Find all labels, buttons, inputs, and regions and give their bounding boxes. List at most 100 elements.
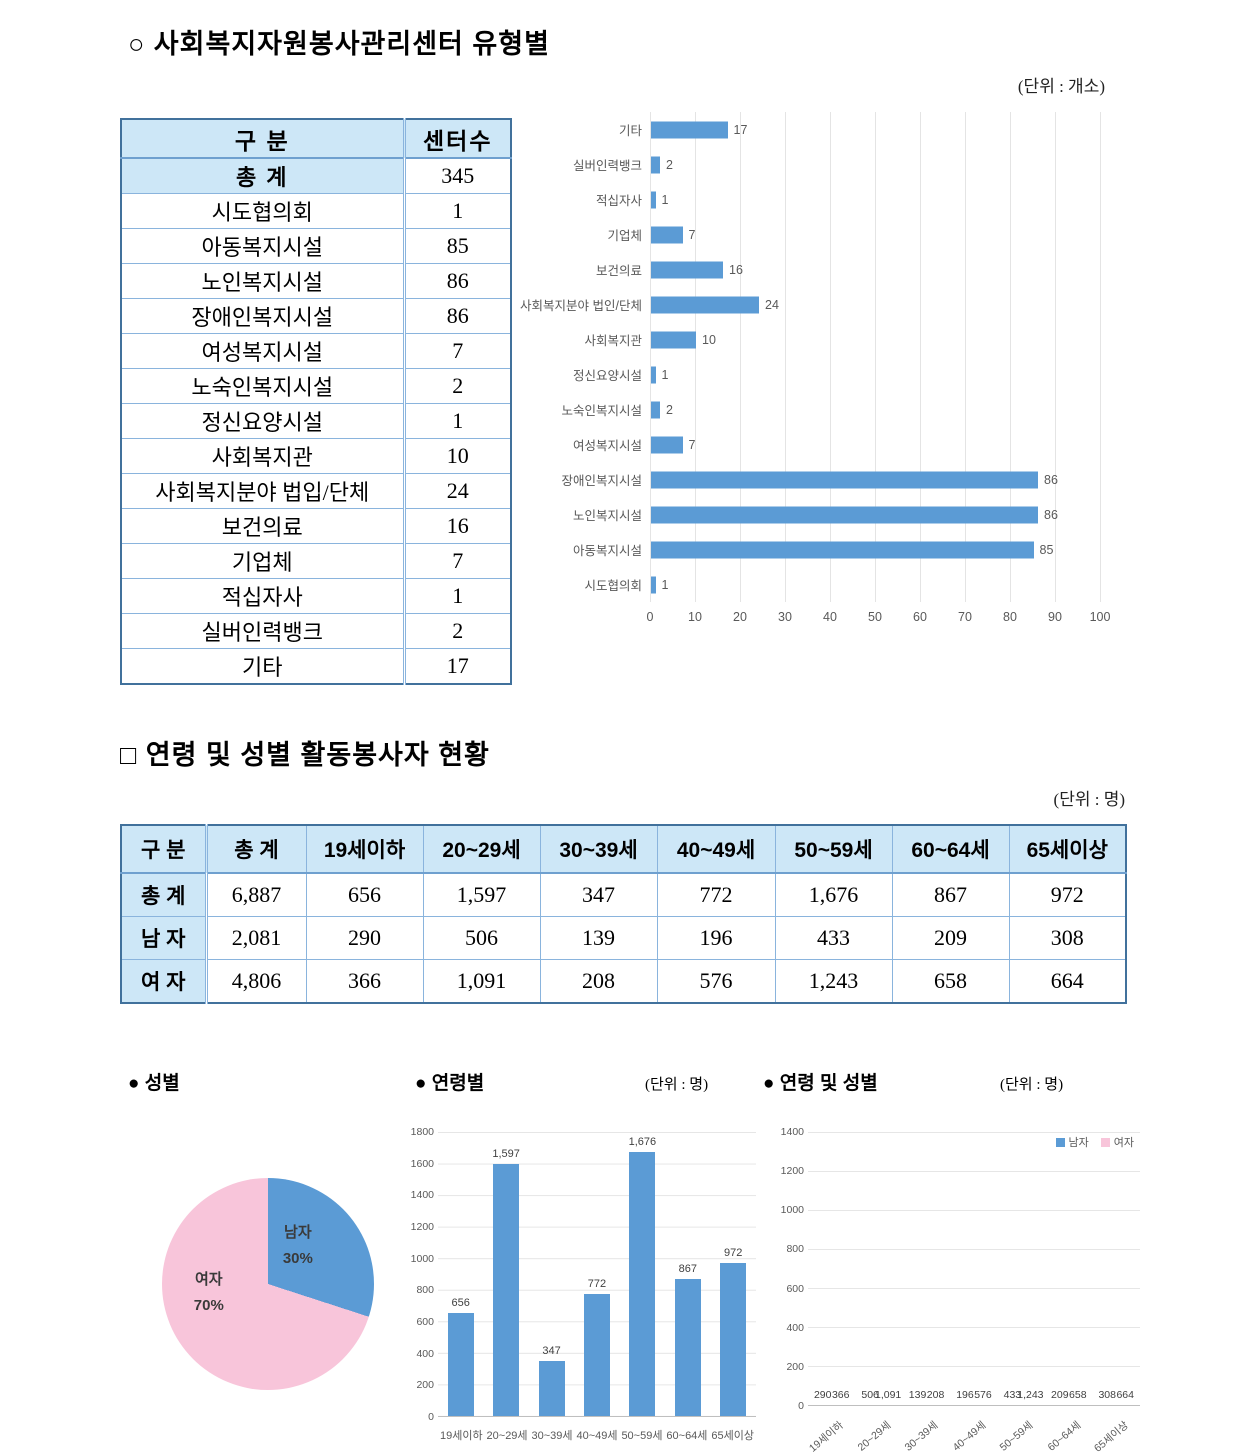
axis-tick-label: 70 [958, 610, 972, 624]
category-label: 시도협의회 [584, 579, 642, 593]
cell-value: 506 [422, 916, 541, 960]
value-label: 1 [661, 577, 669, 592]
cell-value: 4,806 [204, 959, 307, 1004]
table-row: 기타 17 [120, 648, 512, 685]
bar-track: 24 [650, 287, 1102, 322]
legend-swatch [1100, 1137, 1110, 1147]
row-label: 남 자 [120, 916, 207, 960]
axis-tick-label: 200 [416, 1379, 434, 1392]
pie-label-female: 여자 70% [193, 1271, 224, 1314]
column-header: 60~64세 [891, 824, 1010, 874]
row-label: 적십자사 [120, 578, 405, 614]
age-bar-chart: 656 1,597 347 772 1,676 867 972 0 200 400 600 800 1… [400, 1118, 760, 1453]
row-label: 여 자 [120, 959, 207, 1004]
bar-row: 여성복지시설 7 [512, 427, 1140, 462]
table-row: 사회복지관 10 [120, 438, 512, 474]
value-label: 506 [861, 1389, 879, 1401]
table-row: 남 자 2,081 290 506 139 196 433 209 308 [120, 916, 1127, 960]
row-value: 17 [402, 648, 512, 685]
axis-tick-label: 10 [688, 610, 702, 624]
cell-value: 658 [891, 959, 1010, 1004]
axis-tick-label: 80 [1003, 610, 1017, 624]
cell-value: 576 [656, 959, 776, 1004]
axis-tick-label: 40 [823, 610, 837, 624]
bar-track: 1 [650, 182, 1102, 217]
bar-row: 노인복지시설 86 [512, 497, 1140, 532]
table-row: 총 계 6,887 656 1,597 347 772 1,676 867 972 [120, 872, 1127, 917]
row-label: 시도협의회 [120, 193, 405, 229]
bar-track: 85 [650, 532, 1102, 567]
row-value: 2 [402, 613, 512, 649]
bar-track: 1 [650, 567, 1102, 602]
value-label: 658 [1069, 1389, 1087, 1401]
bar [651, 331, 696, 348]
category-label: 정신요양시설 [572, 369, 642, 383]
row-value: 7 [402, 333, 512, 369]
bar: 867 [674, 1263, 701, 1416]
row-value: 16 [402, 508, 512, 544]
value-label: 17 [733, 122, 748, 137]
value-label: 16 [729, 262, 743, 277]
cell-value: 139 [539, 916, 658, 960]
axis-tick-label: 600 [416, 1316, 434, 1328]
bar [651, 296, 759, 313]
axis-tick-label: 20 [733, 610, 747, 624]
row-label: 실버인력뱅크 [120, 613, 405, 649]
bar: 656 [447, 1297, 474, 1416]
bar: 347 [538, 1345, 565, 1416]
axis-tick-label: 1400 [410, 1189, 434, 1202]
bar-row: 아동복지시설 85 [512, 532, 1140, 567]
section1-unit: (단위 : 개소) [1017, 77, 1105, 96]
cell-value: 208 [539, 959, 658, 1004]
value-label: 433 [1003, 1389, 1022, 1401]
column-header: 40~49세 [656, 824, 776, 874]
row-label: 사회복지관 [120, 438, 405, 474]
table-row: 실버인력뱅크 2 [120, 613, 512, 649]
category-label: 보건의료 [595, 264, 642, 278]
plot-area: 656 1,597 347 772 1,676 867 972 [438, 1132, 756, 1417]
age-chart-title: ● 연령별 [415, 1073, 485, 1094]
cell-value: 209 [891, 916, 1010, 960]
column-header: 30~39세 [539, 824, 658, 874]
value-label: 209 [1051, 1389, 1069, 1401]
category-label: 65세이상 [711, 1430, 754, 1442]
axis-tick-label: 600 [786, 1282, 804, 1295]
table-row: 보건의료 16 [120, 508, 512, 544]
row-value: 1 [402, 403, 512, 439]
value-label: 1 [661, 367, 669, 382]
x-axis: 19세이하 20~29세 30~39세 40~49세 50~59세 60~64세 65세이상 [807, 1410, 1140, 1454]
table-row: 여 자 4,806 366 1,091 208 576 1,243 658 664 [120, 959, 1127, 1004]
category-label: 20~29세 [486, 1430, 528, 1442]
category-label: 적십자사 [595, 194, 642, 208]
category-label: 노숙인복지시설 [561, 404, 642, 418]
row-value: 86 [402, 298, 512, 334]
row-label: 사회복지분야 법입/단체 [120, 473, 405, 509]
value-label: 2 [666, 402, 673, 417]
plot-area: 290 366 506 1,091 139 208 196 576 433 1,243 209 658… [808, 1132, 1140, 1406]
bar-track: 86 [650, 462, 1102, 497]
bar-row: 기업체 7 [512, 217, 1140, 252]
bar [651, 436, 683, 453]
row-label: 장애인복지시설 [120, 298, 405, 334]
bar: 972 [720, 1247, 747, 1416]
value-label: 1,091 [874, 1389, 902, 1401]
category-label: 60~64세 [1045, 1419, 1084, 1454]
axis-tick-label: 1200 [410, 1221, 434, 1233]
category-label: 40~49세 [576, 1430, 618, 1442]
pie-label-male: 남자 30% [282, 1224, 313, 1267]
y-axis: 0 200 400 600 800 1000 1200 1400 [768, 1126, 804, 1412]
axis-tick-label: 1600 [410, 1157, 434, 1170]
axis-tick-label: 0 [646, 610, 654, 624]
table-row: 아동복지시설 85 [120, 228, 512, 264]
table-row: 적십자사 1 [120, 578, 512, 614]
center-type-bar-chart: 기타 17 실버인력뱅크 2 적십자사 1 기업체 7 보건의료 16 사회복지분야 법인/단체 24… [512, 112, 1140, 630]
gender-pie-chart: 남자 30% 여자 70% [162, 1178, 374, 1390]
bar [651, 541, 1034, 558]
cell-value: 433 [774, 916, 893, 960]
cell-value: 867 [891, 872, 1010, 917]
legend-label: 남자 [1068, 1137, 1089, 1149]
cell-value: 656 [305, 872, 424, 917]
age-gender-chart-title: ● 연령 및 성별 [763, 1073, 878, 1094]
value-label: 1,676 [628, 1135, 657, 1148]
